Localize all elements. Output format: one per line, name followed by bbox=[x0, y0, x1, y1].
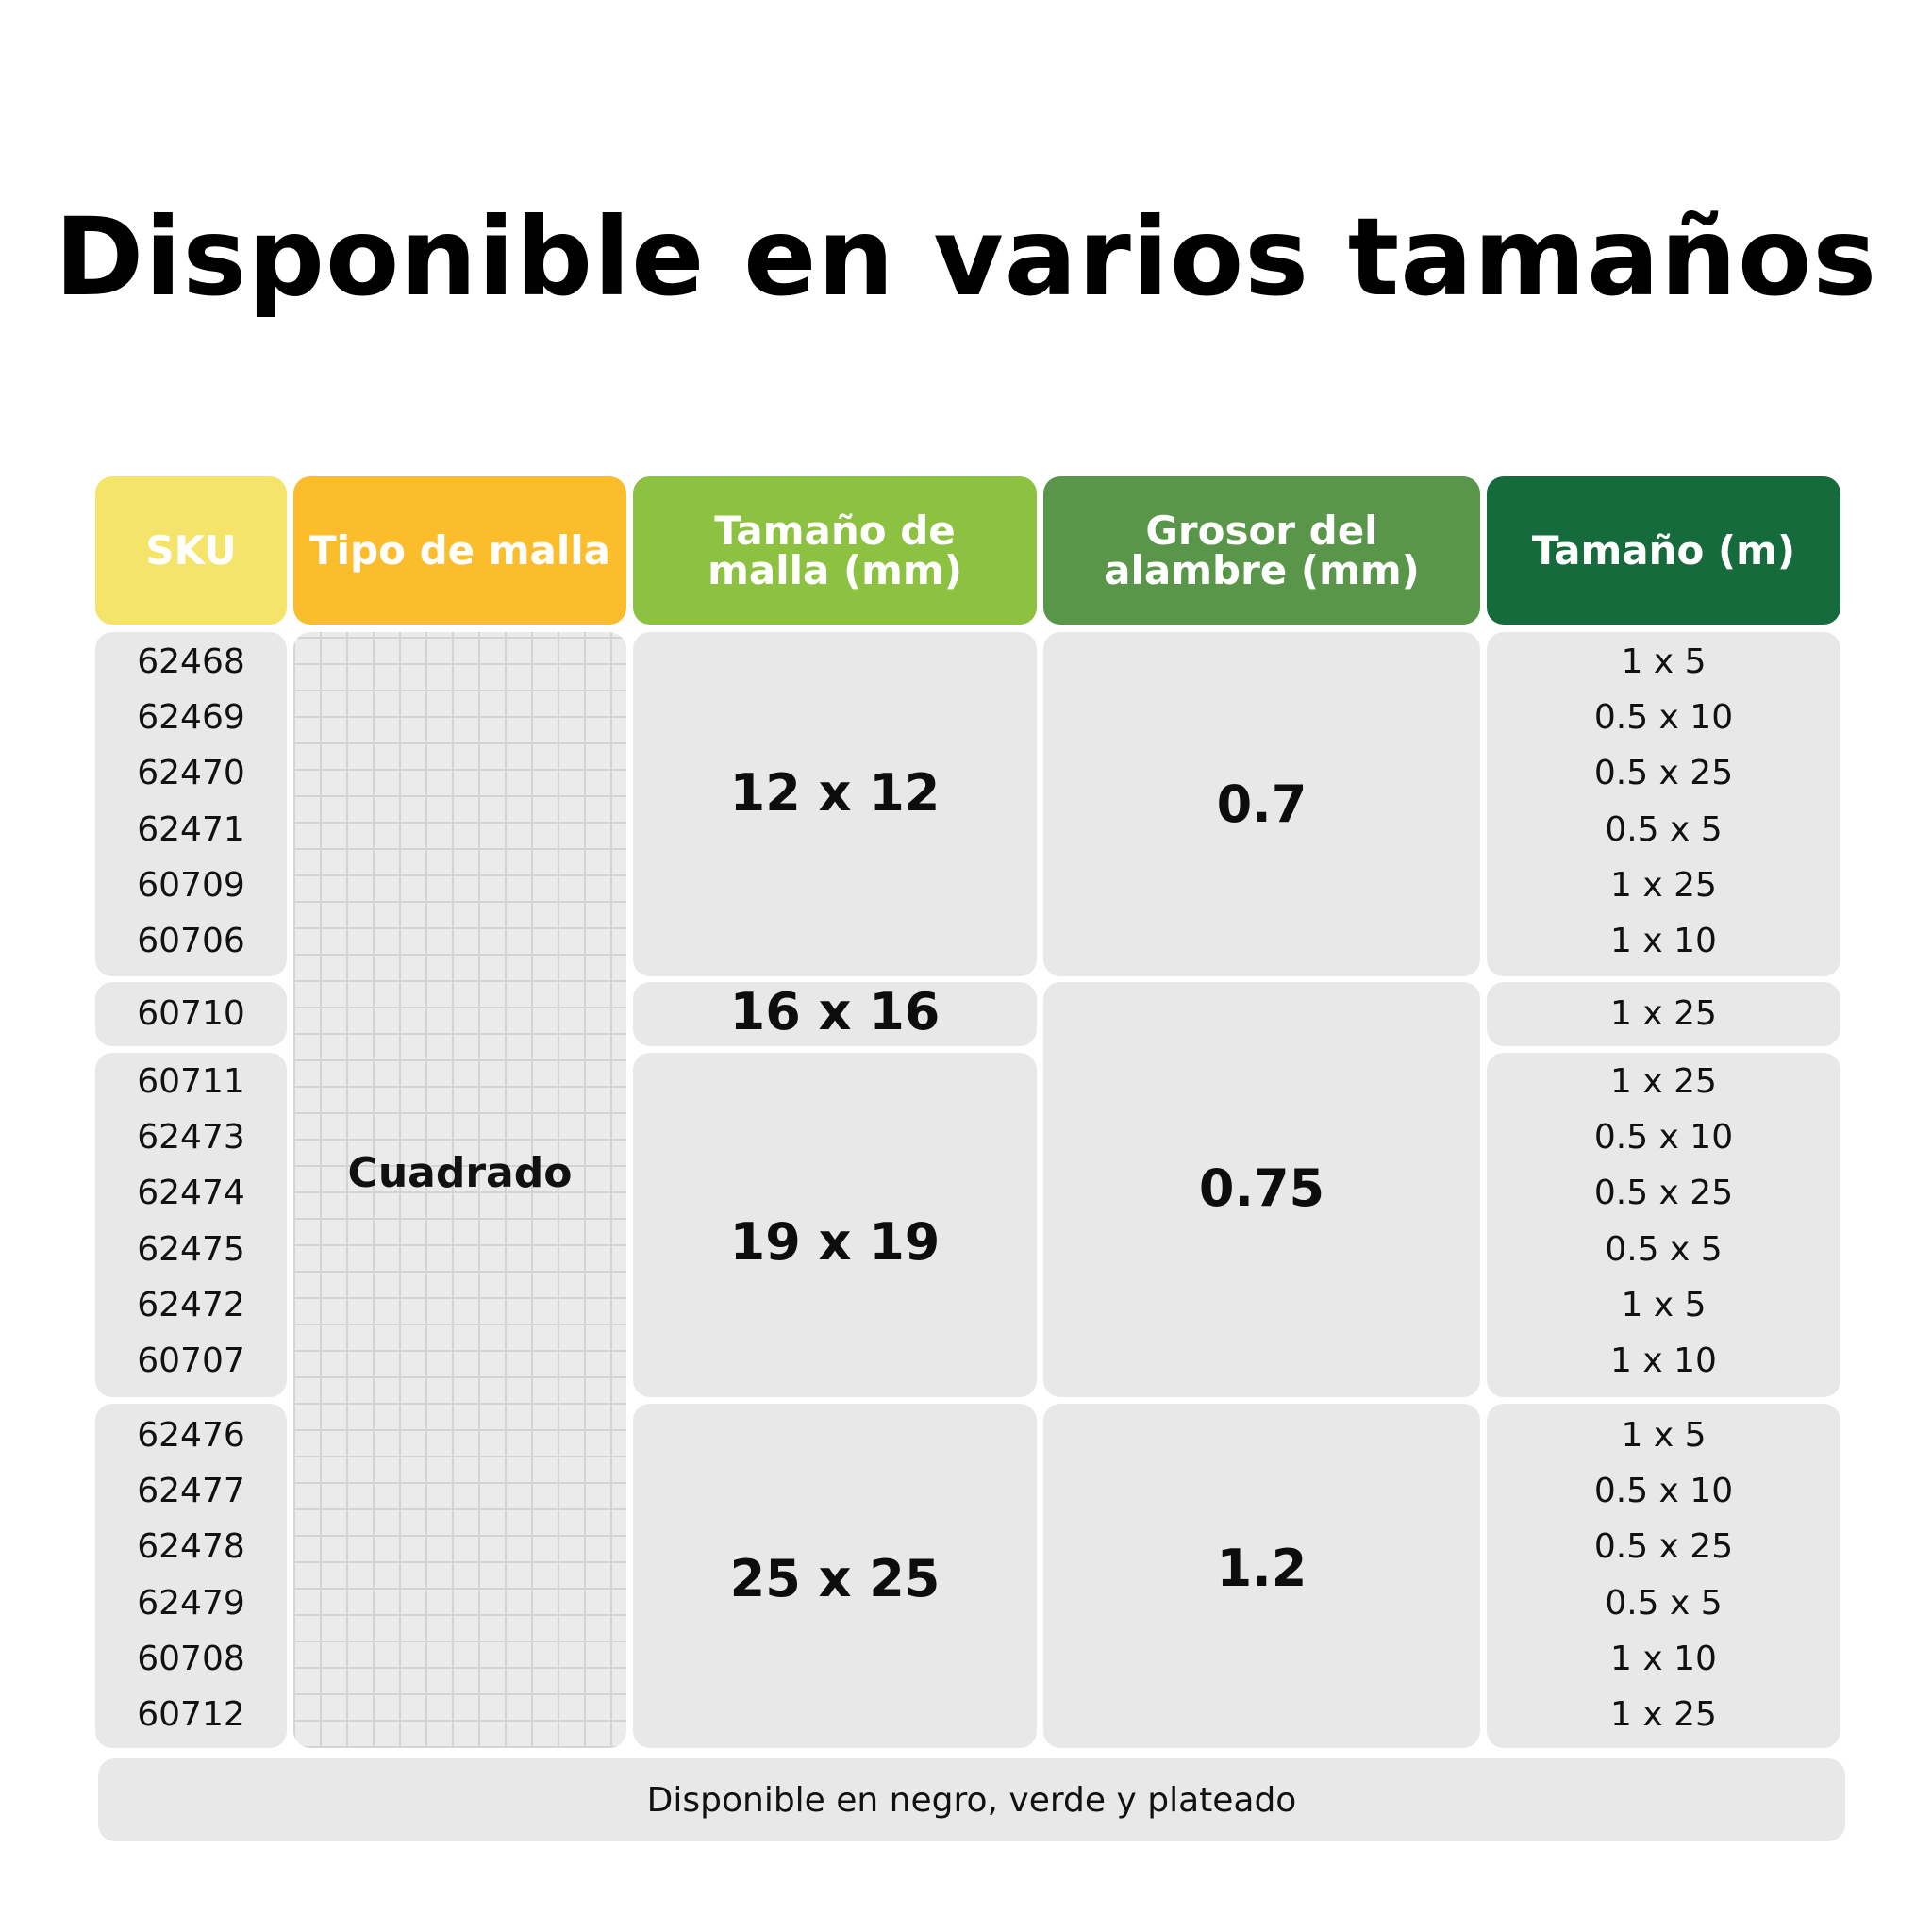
sku-group-2: 60710 bbox=[95, 982, 287, 1046]
sku-item: 62475 bbox=[137, 1229, 245, 1269]
sku-item: 60707 bbox=[137, 1341, 245, 1380]
wire-thickness-group-1: 0.7 bbox=[1043, 632, 1480, 976]
sku-item: 60706 bbox=[137, 921, 245, 960]
sku-item: 62468 bbox=[137, 642, 245, 681]
size-item: 0.5 x 10 bbox=[1593, 1118, 1734, 1158]
size-item: 0.5 x 10 bbox=[1593, 1472, 1734, 1511]
footer-note: Disponible en negro, verde y plateado bbox=[98, 1758, 1845, 1841]
mesh-size-group-2: 16 x 16 bbox=[633, 982, 1037, 1046]
sku-group-4: 62476 62477 62478 62479 60708 60712 bbox=[95, 1404, 287, 1748]
size-item: 1 x 5 bbox=[1621, 642, 1707, 681]
size-group-3: 1 x 25 0.5 x 10 0.5 x 25 0.5 x 5 1 x 5 1… bbox=[1487, 1053, 1840, 1397]
size-item: 0.5 x 10 bbox=[1593, 698, 1734, 738]
page-title: Disponible en varios tamaños bbox=[54, 194, 1878, 320]
header-tamano: Tamaño (m) bbox=[1487, 476, 1840, 625]
mesh-type-label: Cuadrado bbox=[347, 1149, 573, 1197]
sku-item: 62473 bbox=[137, 1118, 245, 1158]
size-item: 1 x 10 bbox=[1610, 921, 1717, 960]
sku-item: 62474 bbox=[137, 1174, 245, 1213]
sku-item: 62477 bbox=[137, 1472, 245, 1511]
mesh-size-value: 25 x 25 bbox=[729, 1549, 941, 1608]
header-grosor-line2: alambre (mm) bbox=[1104, 546, 1420, 593]
size-group-4: 1 x 5 0.5 x 10 0.5 x 25 0.5 x 5 1 x 10 1… bbox=[1487, 1404, 1840, 1748]
header-grosor-line1: Grosor del bbox=[1145, 507, 1378, 554]
mesh-size-group-1: 12 x 12 bbox=[633, 632, 1037, 976]
sku-item: 62471 bbox=[137, 809, 245, 849]
size-item: 1 x 5 bbox=[1621, 1285, 1707, 1324]
header-tamano-malla-line2: malla (mm) bbox=[708, 546, 962, 593]
size-item: 1 x 10 bbox=[1610, 1341, 1717, 1380]
mesh-size-group-4: 25 x 25 bbox=[633, 1404, 1037, 1748]
header-sku: SKU bbox=[95, 476, 287, 625]
size-item: 1 x 25 bbox=[1610, 865, 1717, 905]
size-group-2: 1 x 25 bbox=[1487, 982, 1840, 1046]
wire-thickness-group-3: 1.2 bbox=[1043, 1404, 1480, 1748]
header-tamano-malla-line1: Tamaño de bbox=[714, 507, 956, 554]
size-item: 0.5 x 5 bbox=[1605, 1229, 1723, 1269]
sku-item: 60710 bbox=[137, 994, 245, 1033]
header-tamano-de-malla: Tamaño de malla (mm) bbox=[633, 476, 1037, 625]
wire-thickness-value: 0.75 bbox=[1198, 1158, 1325, 1218]
sku-group-3: 60711 62473 62474 62475 62472 60707 bbox=[95, 1053, 287, 1397]
size-item: 0.5 x 5 bbox=[1605, 1583, 1723, 1623]
size-item: 0.5 x 25 bbox=[1593, 1527, 1734, 1567]
sku-item: 62479 bbox=[137, 1583, 245, 1623]
sku-item: 62476 bbox=[137, 1416, 245, 1455]
mesh-size-value: 16 x 16 bbox=[729, 981, 941, 1041]
sku-item: 60712 bbox=[137, 1694, 245, 1734]
sku-group-1: 62468 62469 62470 62471 60709 60706 bbox=[95, 632, 287, 976]
sku-item: 60709 bbox=[137, 865, 245, 905]
header-tamano-label: Tamaño (m) bbox=[1531, 526, 1796, 574]
sku-item: 62472 bbox=[137, 1285, 245, 1324]
sku-item: 62478 bbox=[137, 1527, 245, 1567]
size-item: 0.5 x 5 bbox=[1605, 809, 1723, 849]
size-item: 1 x 10 bbox=[1610, 1639, 1717, 1678]
footer-text: Disponible en negro, verde y plateado bbox=[646, 1780, 1297, 1820]
header-grosor-del-alambre: Grosor del alambre (mm) bbox=[1043, 476, 1480, 625]
wire-thickness-value: 1.2 bbox=[1216, 1539, 1307, 1598]
size-item: 1 x 25 bbox=[1610, 1062, 1717, 1101]
size-item: 1 x 25 bbox=[1610, 1694, 1717, 1734]
wire-thickness-value: 0.7 bbox=[1216, 774, 1307, 834]
header-sku-label: SKU bbox=[145, 526, 237, 574]
size-item: 0.5 x 25 bbox=[1593, 754, 1734, 793]
header-tipo-de-malla: Tipo de malla bbox=[293, 476, 626, 625]
size-item: 1 x 5 bbox=[1621, 1416, 1707, 1455]
size-group-1: 1 x 5 0.5 x 10 0.5 x 25 0.5 x 5 1 x 25 1… bbox=[1487, 632, 1840, 976]
size-item: 0.5 x 25 bbox=[1593, 1174, 1734, 1213]
sku-item: 62469 bbox=[137, 698, 245, 738]
mesh-pattern-cell: Cuadrado bbox=[293, 632, 626, 1748]
wire-thickness-group-2: 0.75 bbox=[1043, 982, 1480, 1397]
size-item: 1 x 25 bbox=[1610, 994, 1717, 1033]
header-tipo-label: Tipo de malla bbox=[309, 526, 610, 574]
mesh-size-group-3: 19 x 19 bbox=[633, 1053, 1037, 1397]
sku-item: 62470 bbox=[137, 754, 245, 793]
sku-item: 60711 bbox=[137, 1062, 245, 1101]
mesh-size-value: 12 x 12 bbox=[729, 763, 941, 823]
mesh-size-value: 19 x 19 bbox=[729, 1212, 941, 1272]
sku-item: 60708 bbox=[137, 1639, 245, 1678]
